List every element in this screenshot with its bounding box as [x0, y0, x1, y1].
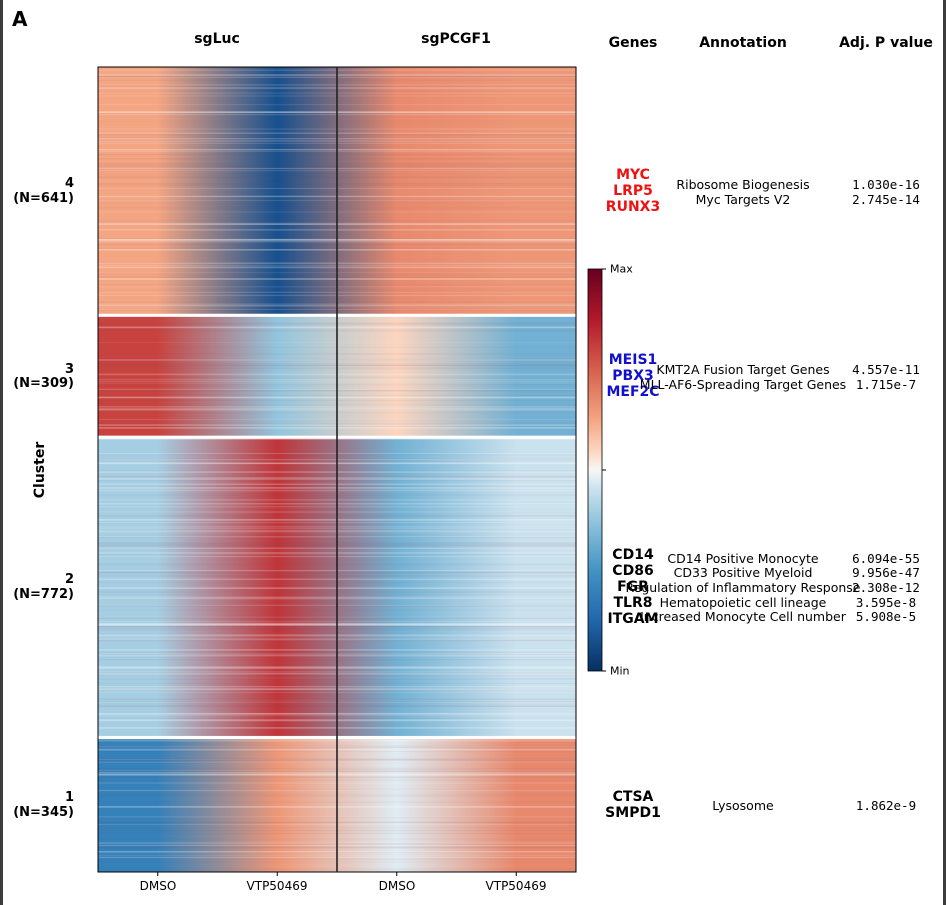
pvalue-text: 2.308e-12 [852, 580, 920, 595]
x-tick-label: VTP50469 [485, 879, 547, 893]
gene-label: FGR [617, 579, 649, 595]
gene-label: ITGAM [607, 611, 659, 627]
x-tick-label: DMSO [378, 879, 416, 893]
colorbar-min-label: Min [610, 664, 630, 678]
annotation-text: Hematopoietic cell lineage [659, 595, 827, 610]
x-tick-label: DMSO [139, 879, 177, 893]
pvalue-text: 9.956e-47 [852, 565, 920, 580]
window-frame-right [943, 0, 946, 905]
genes-header: Genes [608, 35, 658, 51]
pvalue-text: 5.908e-5 [855, 609, 917, 624]
gene-label: MEF2C [606, 384, 660, 400]
cluster-count-2: (N=772) [13, 587, 74, 602]
gene-label: SMPD1 [605, 805, 661, 821]
annotation-text: Regulation of Inflammatory Response [625, 580, 861, 595]
gene-label: PBX3 [612, 368, 654, 384]
gene-label: LRP5 [613, 183, 653, 199]
annotation-header: Annotation [699, 35, 787, 51]
gene-label: CD86 [612, 563, 654, 579]
pvalue-text: 1.862e-9 [855, 798, 917, 813]
annotation-text: Increased Monocyte Cell number [640, 609, 846, 624]
x-tick-label: VTP50469 [246, 879, 308, 893]
colorbar-max-label: Max [610, 262, 633, 276]
cluster-count-3: (N=309) [13, 376, 74, 391]
pvalue-text: 6.094e-55 [852, 551, 920, 566]
annotation-text: KMT2A Fusion Target Genes [656, 362, 830, 377]
cluster-count-1: (N=345) [13, 805, 74, 820]
panel-letter: A [12, 7, 28, 31]
pvalue-header: Adj. P value [839, 35, 933, 51]
group-title-sgluc: sgLuc [194, 31, 240, 47]
pvalue-text: 4.557e-11 [852, 362, 920, 377]
gene-label: RUNX3 [605, 199, 661, 215]
cluster-label-1: 1 [64, 790, 74, 805]
gene-label: MYC [616, 167, 650, 183]
cluster-label-2: 2 [64, 572, 74, 587]
pvalue-text: 3.595e-8 [855, 595, 917, 610]
annotation-text: CD33 Positive Myeloid [673, 565, 813, 580]
pvalue-text: 1.030e-16 [852, 177, 920, 192]
group-title-sgpcgf1: sgPCGF1 [421, 31, 491, 47]
pvalue-text: 1.715e-7 [855, 377, 917, 392]
annotation-text: MLL-AF6-Spreading Target Genes [639, 377, 847, 392]
gene-label: MEIS1 [608, 352, 658, 368]
annotation-text: Myc Targets V2 [695, 192, 791, 207]
gene-label: CD14 [612, 547, 654, 563]
window-frame-left [0, 0, 3, 905]
pvalue-text: 2.745e-14 [852, 192, 920, 207]
gene-label: CTSA [612, 789, 654, 805]
cluster-label-4: 4 [64, 176, 74, 191]
annotation-text: CD14 Positive Monocyte [667, 551, 819, 566]
gene-label: TLR8 [613, 595, 653, 611]
cluster-label-3: 3 [64, 362, 74, 377]
colorbar [587, 268, 603, 672]
cluster-count-4: (N=641) [13, 191, 74, 206]
annotation-text: Ribosome Biogenesis [676, 177, 810, 192]
annotation-text: Lysosome [712, 798, 774, 813]
